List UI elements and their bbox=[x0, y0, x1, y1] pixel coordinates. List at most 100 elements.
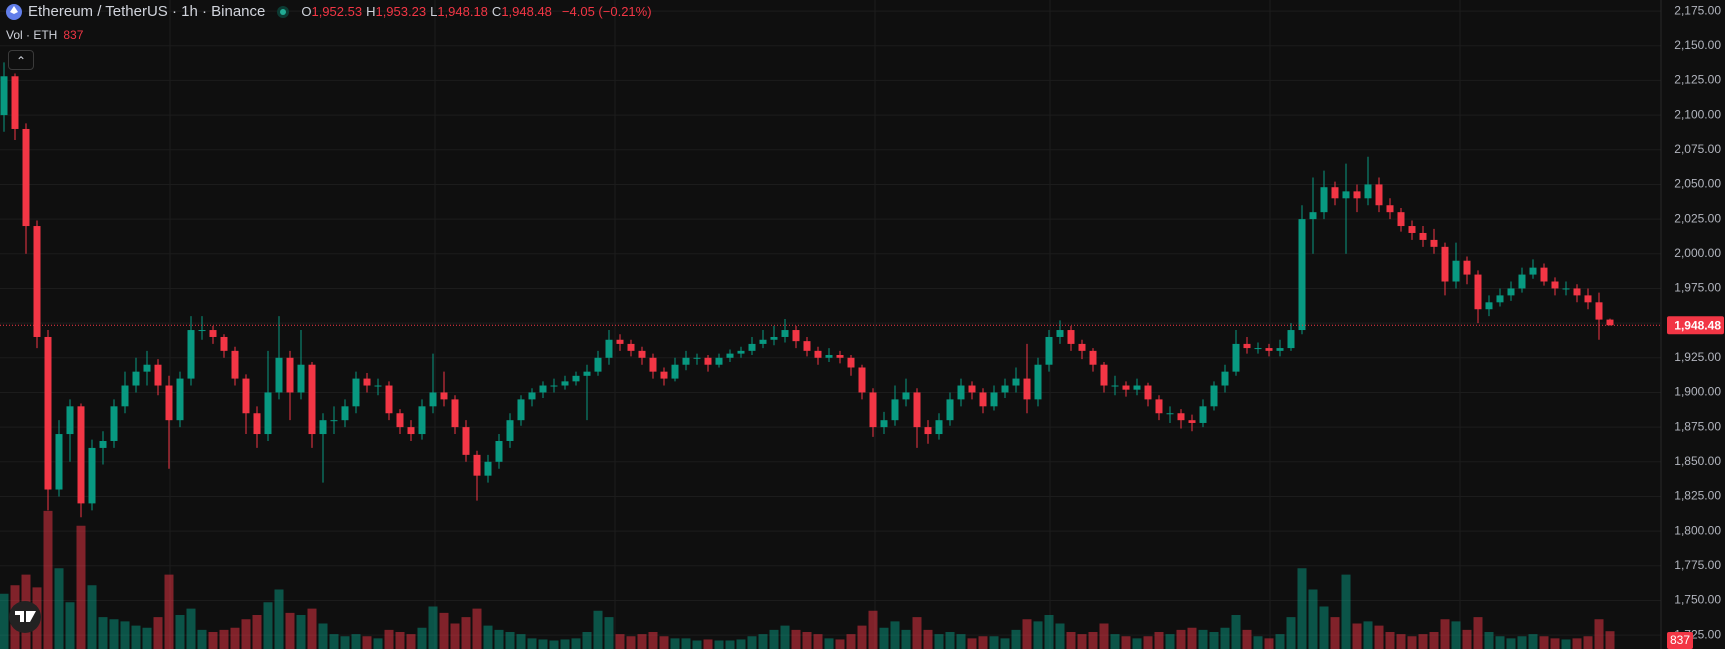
volume-bar bbox=[54, 568, 64, 649]
volume-bar bbox=[1572, 638, 1582, 649]
candle-body bbox=[374, 385, 382, 387]
volume-bar bbox=[615, 634, 625, 649]
candle-body bbox=[1001, 385, 1009, 393]
volume-bar bbox=[120, 621, 130, 649]
candle-body bbox=[627, 343, 635, 351]
volume-bar bbox=[1187, 627, 1197, 649]
volume-bar bbox=[1396, 634, 1406, 649]
volume-bar bbox=[417, 627, 427, 649]
volume-bar bbox=[76, 525, 86, 649]
volume-bar bbox=[1077, 634, 1087, 649]
volume-bar bbox=[582, 632, 592, 649]
volume-bar bbox=[1605, 631, 1615, 649]
ohlc-value: 1,948.48 bbox=[501, 4, 552, 19]
candle-body bbox=[682, 357, 690, 365]
candle-body bbox=[1375, 184, 1383, 206]
candle-body bbox=[451, 399, 459, 428]
candle-body bbox=[1232, 343, 1240, 372]
volume-bar bbox=[109, 619, 119, 649]
volume-bar bbox=[285, 612, 295, 649]
candle-body bbox=[1199, 406, 1207, 423]
volume-axis-label: 837 bbox=[1670, 633, 1690, 647]
candle-body bbox=[704, 357, 712, 365]
volume-bar bbox=[813, 634, 823, 649]
volume-bar bbox=[901, 629, 911, 649]
volume-bar bbox=[1462, 629, 1472, 649]
change: −4.05 (−0.21%) bbox=[561, 4, 652, 19]
candle-body bbox=[1331, 187, 1339, 199]
candle-body bbox=[275, 357, 283, 393]
volume-bar bbox=[1231, 615, 1241, 649]
candle-body bbox=[121, 385, 129, 407]
candle-body bbox=[638, 350, 646, 358]
candle-body bbox=[1056, 330, 1064, 337]
candle-body bbox=[1188, 420, 1196, 423]
candle-body bbox=[1045, 336, 1053, 365]
volume-bar bbox=[1473, 617, 1483, 649]
candle-body bbox=[55, 434, 63, 490]
volume-bar bbox=[494, 629, 504, 649]
volume-bar bbox=[604, 617, 614, 649]
candle-body bbox=[264, 392, 272, 435]
candle-body bbox=[1177, 413, 1185, 421]
volume-bar bbox=[956, 634, 966, 649]
volume-bar bbox=[571, 638, 581, 649]
candle-body bbox=[1067, 330, 1075, 344]
candle-body bbox=[495, 440, 503, 462]
y-tick-label: 1,975.00 bbox=[1674, 281, 1721, 295]
candle-body bbox=[1386, 205, 1394, 213]
candle-body bbox=[1606, 319, 1614, 326]
volume-bar bbox=[274, 589, 284, 649]
volume-bar bbox=[1220, 627, 1230, 649]
volume-bar bbox=[505, 632, 515, 649]
candle-body bbox=[528, 392, 536, 400]
volume-bar bbox=[428, 606, 438, 649]
volume-bar bbox=[1088, 632, 1098, 649]
candle-body bbox=[11, 76, 19, 129]
volume-bar bbox=[846, 634, 856, 649]
volume-bar bbox=[197, 629, 207, 649]
candle-body bbox=[1529, 267, 1537, 275]
candle-body bbox=[396, 413, 404, 428]
candle-body bbox=[759, 339, 767, 344]
y-tick-label: 1,825.00 bbox=[1674, 489, 1721, 503]
volume-bar bbox=[351, 634, 361, 649]
candle-body bbox=[1089, 350, 1097, 365]
volume-bar bbox=[1022, 619, 1032, 649]
volume-bar bbox=[450, 623, 460, 649]
volume-bar bbox=[725, 640, 735, 649]
candle-body bbox=[671, 364, 679, 379]
candle-body bbox=[231, 350, 239, 379]
candle-body bbox=[594, 357, 602, 372]
volume-bar bbox=[1418, 634, 1428, 649]
candle-body bbox=[1562, 288, 1570, 290]
y-tick-label: 2,025.00 bbox=[1674, 211, 1721, 225]
volume-bar bbox=[879, 627, 889, 649]
candle-body bbox=[1485, 302, 1493, 310]
collapse-button[interactable]: ⌃ bbox=[8, 50, 34, 70]
last-price-label: 1,948.48 bbox=[1674, 318, 1721, 332]
volume-bar bbox=[1165, 634, 1175, 649]
y-tick-label: 1,900.00 bbox=[1674, 385, 1721, 399]
candle-body bbox=[462, 427, 470, 455]
candle-body bbox=[726, 353, 734, 358]
volume-bar bbox=[637, 634, 647, 649]
y-tick-label: 2,050.00 bbox=[1674, 177, 1721, 191]
volume-bar bbox=[758, 634, 768, 649]
volume-bar bbox=[890, 621, 900, 649]
y-tick-label: 2,125.00 bbox=[1674, 73, 1721, 87]
volume-bar bbox=[219, 629, 229, 649]
candle-body bbox=[1474, 274, 1482, 310]
volume-bar bbox=[1198, 629, 1208, 649]
volume-bar bbox=[1176, 629, 1186, 649]
candle-body bbox=[891, 399, 899, 421]
candle-body bbox=[792, 330, 800, 342]
candle-body bbox=[737, 350, 745, 354]
volume-bar bbox=[516, 634, 526, 649]
symbol[interactable]: Ethereum / TetherUS · 1h · Binance bbox=[28, 3, 266, 20]
volume-bar bbox=[593, 610, 603, 649]
candle-body bbox=[550, 385, 558, 387]
candle-body bbox=[1441, 246, 1449, 282]
y-tick-label: 1,775.00 bbox=[1674, 558, 1721, 572]
candle-body bbox=[715, 357, 723, 365]
